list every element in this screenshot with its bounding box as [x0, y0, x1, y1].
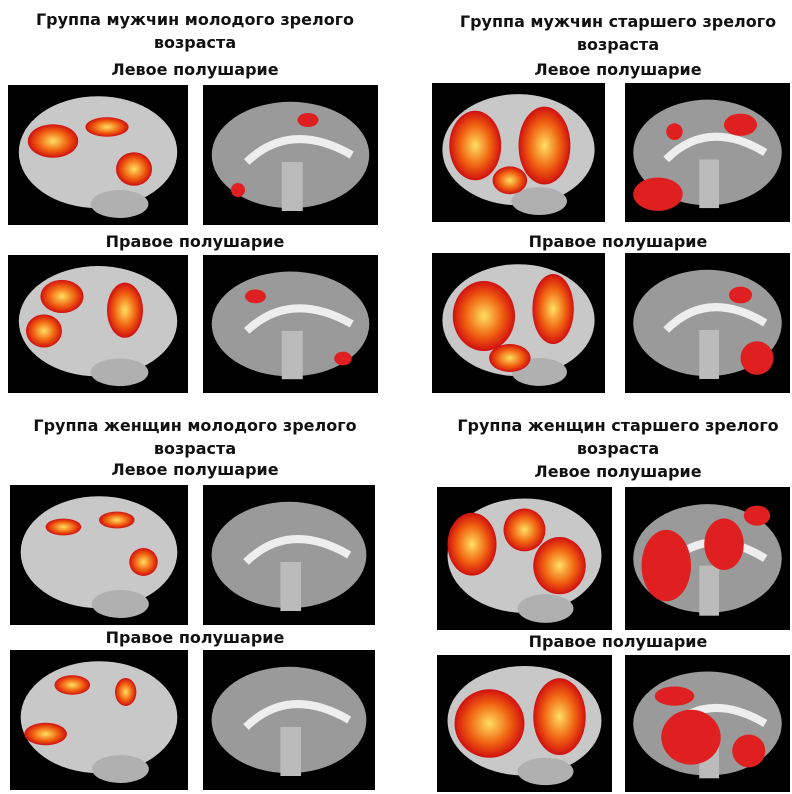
activation: [732, 734, 765, 767]
brain-image: [625, 253, 790, 393]
cerebellum: [518, 758, 574, 785]
brain-image: [203, 255, 378, 393]
activation: [493, 166, 528, 194]
hemisphere-label: Правое полушарие: [438, 632, 792, 651]
activation: [642, 530, 692, 602]
activation: [519, 107, 571, 185]
hemisphere-label: Правое полушарие: [15, 628, 375, 647]
brain-image: [432, 83, 605, 222]
activation: [28, 124, 78, 158]
activation: [334, 352, 352, 366]
activation: [85, 117, 128, 137]
brain-image: [437, 487, 612, 630]
cerebellum: [91, 359, 149, 387]
activation: [704, 518, 744, 569]
hemisphere-label: Левое полушарие: [438, 462, 792, 481]
panel-title: Группа мужчин старшего зрелого возраста: [438, 10, 792, 56]
brainstem: [282, 162, 303, 211]
activation: [633, 178, 683, 211]
brainstem: [699, 159, 719, 208]
activation: [107, 283, 143, 338]
brain-image: [10, 650, 188, 790]
activation: [741, 341, 774, 375]
brain: [21, 661, 178, 773]
activation: [55, 675, 91, 695]
brainstem: [699, 330, 719, 379]
brainstem: [280, 727, 301, 776]
activation: [298, 113, 319, 127]
brain-image: [203, 650, 375, 790]
cerebellum: [518, 594, 574, 623]
activation: [40, 280, 83, 313]
activation: [99, 512, 135, 529]
brainstem: [699, 566, 719, 616]
activation: [453, 281, 515, 351]
cerebellum: [92, 755, 149, 783]
activation: [449, 111, 501, 181]
activation: [724, 114, 757, 136]
brain-image: [203, 485, 375, 625]
brain-image: [432, 253, 605, 393]
activation: [655, 687, 695, 706]
activation: [729, 287, 752, 304]
panel-title: Группа мужчин молодого зрелого возраста: [15, 8, 375, 54]
hemisphere-label: Правое полушарие: [438, 232, 792, 251]
activation: [245, 290, 266, 304]
brain-image: [8, 85, 188, 225]
hemisphere-label: Левое полушарие: [15, 460, 375, 479]
panel-title: Группа женщин старшего зрелого возраста: [438, 414, 792, 460]
activation: [448, 513, 497, 576]
hemisphere-label: Левое полушарие: [15, 60, 375, 79]
activation: [666, 123, 683, 140]
activation: [744, 506, 770, 526]
activation: [489, 344, 531, 372]
brain-image: [203, 85, 378, 225]
activation: [504, 508, 546, 551]
brain-image: [8, 255, 188, 393]
activation: [26, 314, 62, 347]
page: {"panels":[ {"title":"Группа мужчин моло…: [0, 0, 792, 794]
activation: [116, 152, 152, 186]
brain-image: [625, 83, 790, 222]
activation: [24, 723, 67, 745]
hemisphere-label: Правое полушарие: [15, 232, 375, 251]
brainstem: [282, 331, 303, 379]
brain: [21, 496, 178, 608]
activation: [532, 274, 574, 344]
activation: [231, 183, 245, 197]
activation: [46, 519, 82, 536]
hemisphere-label: Левое полушарие: [438, 60, 792, 79]
brain-image: [10, 485, 188, 625]
panel-title: Группа женщин молодого зрелого возраста: [15, 414, 375, 460]
activation: [115, 678, 136, 706]
activation: [129, 548, 157, 576]
activation: [661, 710, 720, 765]
activation: [533, 678, 586, 755]
cerebellum: [91, 190, 149, 218]
activation: [533, 537, 586, 594]
brain-image: [437, 655, 612, 792]
brain-image: [625, 487, 790, 630]
brainstem: [280, 562, 301, 611]
brain-image: [625, 655, 790, 792]
activation: [455, 689, 525, 758]
cerebellum: [92, 590, 149, 618]
